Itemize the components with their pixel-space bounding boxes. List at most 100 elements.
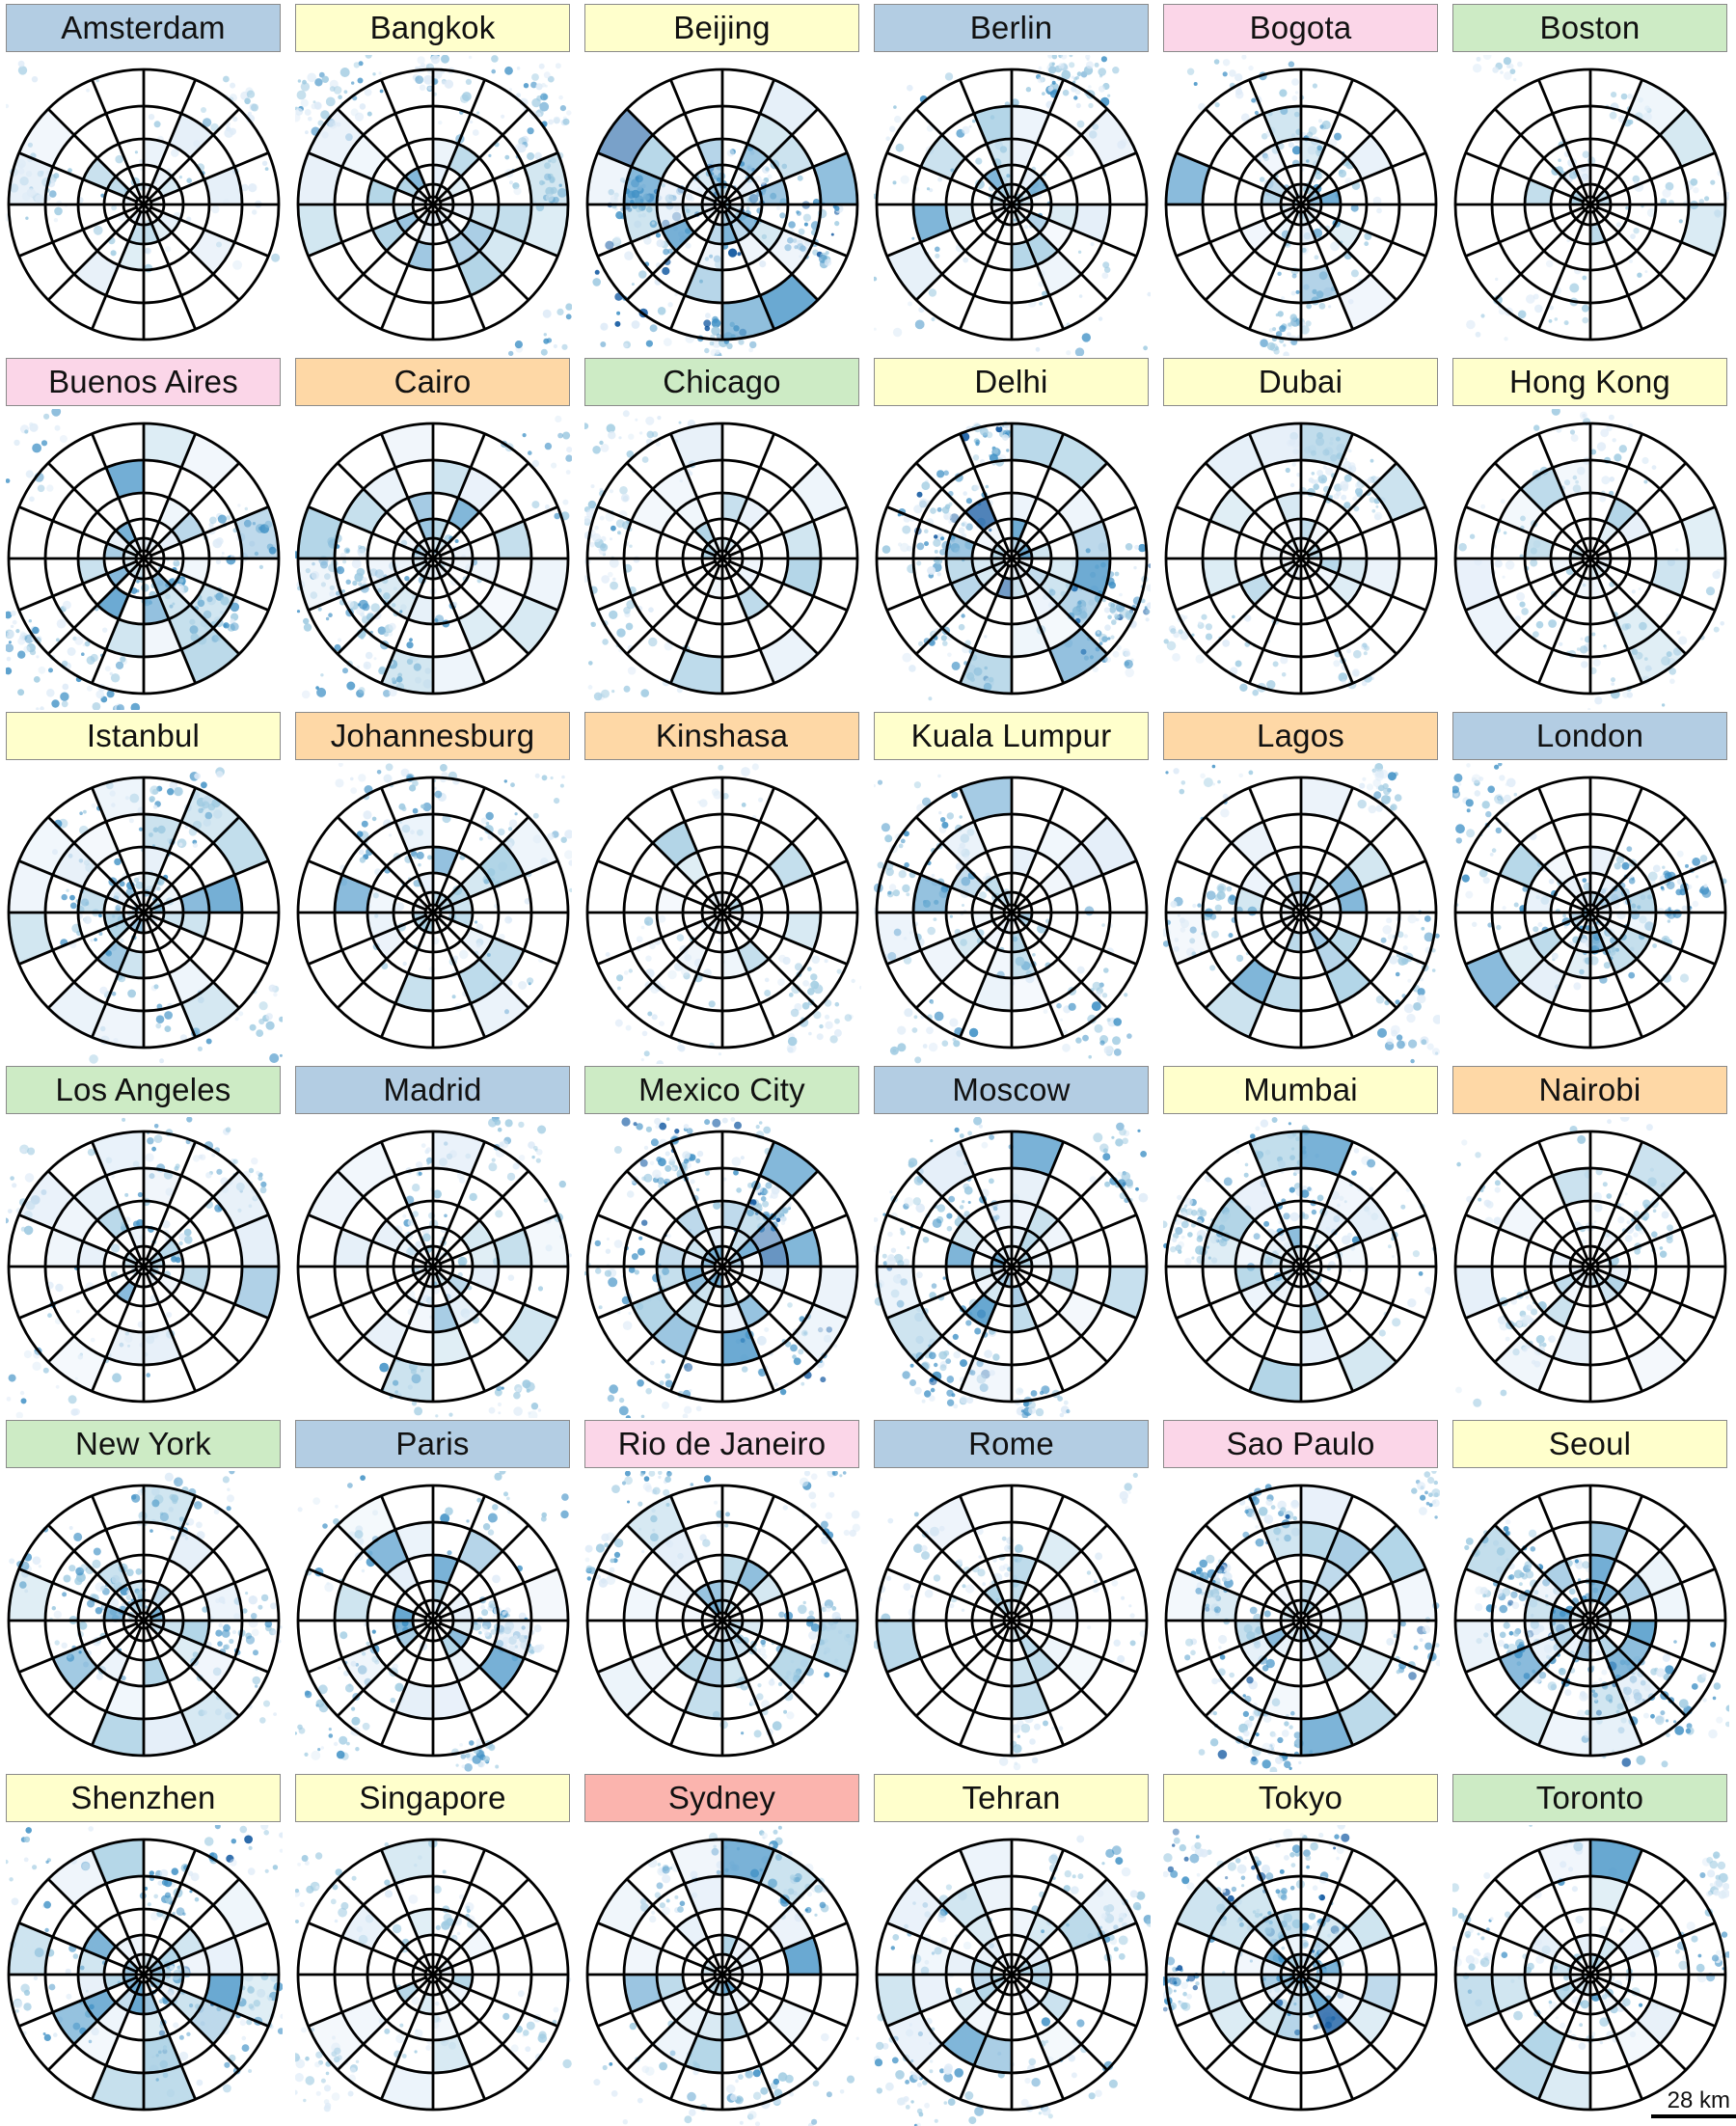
built-up-speck [1180,789,1185,795]
built-up-speck [1407,979,1411,983]
built-up-speck [776,206,780,210]
built-up-speck [924,541,929,546]
built-up-speck [1104,267,1110,273]
built-up-speck [1622,692,1629,698]
built-up-speck [1118,1172,1123,1177]
city-title: Boston [1452,4,1727,52]
built-up-speck [942,506,950,514]
built-up-speck [1687,885,1692,889]
built-up-speck [414,1406,422,1415]
built-up-speck [1194,82,1198,86]
built-up-speck [764,1189,769,1194]
built-up-speck [1086,61,1094,68]
built-up-speck [476,111,479,114]
built-up-speck [1395,794,1402,802]
built-up-speck [614,1146,622,1154]
built-up-speck [1077,71,1082,76]
polar-grid [298,1131,568,1402]
built-up-speck [621,494,630,503]
built-up-speck [916,543,924,551]
polar-grid [1455,777,1725,1048]
built-up-speck [438,121,442,124]
built-up-speck [554,798,559,804]
built-up-speck [427,855,432,859]
built-up-speck [1306,304,1312,310]
built-up-speck [1093,982,1101,991]
built-up-speck [20,1391,24,1395]
built-up-speck [935,247,940,253]
built-up-speck [800,1382,804,1386]
built-up-speck [938,1351,947,1360]
built-up-speck [193,843,198,848]
built-up-speck [495,1210,502,1217]
built-up-speck [963,491,967,496]
built-up-speck [817,1033,824,1040]
built-up-speck [174,787,182,796]
built-up-speck [889,1190,892,1193]
built-up-speck [599,1305,603,1309]
built-up-speck [610,489,613,493]
built-up-speck [1504,337,1507,341]
built-up-speck [1123,648,1130,656]
built-up-speck [889,884,896,890]
built-up-speck [1364,241,1369,246]
built-up-speck [1041,1385,1049,1394]
built-up-speck [1088,1055,1092,1059]
built-up-speck [508,827,512,831]
built-up-speck [1344,475,1352,482]
built-up-speck [1181,780,1186,785]
built-up-speck [626,623,634,631]
built-up-speck [223,76,230,83]
built-up-speck [458,1257,468,1267]
built-up-speck [912,1027,918,1033]
built-up-speck [415,75,423,84]
built-up-speck [727,150,735,157]
built-up-speck [566,110,571,115]
built-up-speck [1364,651,1368,655]
city-title: Moscow [874,1066,1149,1114]
city-density-map [874,409,1151,710]
city-density-map [295,55,572,356]
built-up-speck [561,776,565,779]
built-up-speck [765,1182,772,1188]
built-up-speck [835,1002,840,1007]
built-up-speck [934,534,937,538]
built-up-speck [498,1403,502,1406]
built-up-speck [885,136,890,141]
built-up-speck [216,1169,222,1175]
built-up-speck [1273,661,1279,667]
built-up-speck [662,267,669,275]
built-up-speck [953,1351,961,1359]
built-up-speck [96,79,99,82]
built-up-speck [66,889,68,892]
built-up-speck [1386,917,1392,923]
built-up-speck [32,76,38,82]
built-up-speck [295,108,303,116]
built-up-speck [904,1197,913,1207]
built-up-speck [1472,775,1481,784]
built-up-speck [230,83,235,89]
city-panel: Hong Kong [1452,358,1729,710]
built-up-speck [1549,319,1553,323]
city-density-map [6,55,283,356]
built-up-speck [452,995,456,998]
built-up-speck [1206,634,1212,641]
built-up-speck [1079,294,1083,298]
built-up-speck [923,1044,928,1049]
built-up-speck [342,668,348,673]
built-up-speck [834,1029,842,1037]
built-up-speck [38,485,45,493]
built-up-speck [1504,795,1511,803]
built-up-speck [422,1234,431,1242]
city-panel: Madrid [295,1066,572,1418]
built-up-speck [1288,142,1294,148]
built-up-speck [24,1350,32,1358]
built-up-speck [1039,67,1043,70]
built-up-speck [1700,855,1708,862]
built-up-speck [1060,1019,1063,1022]
built-up-speck [810,981,819,990]
built-up-speck [889,126,895,132]
built-up-speck [913,1197,921,1205]
built-up-speck [337,566,344,574]
built-up-speck [1198,621,1202,625]
